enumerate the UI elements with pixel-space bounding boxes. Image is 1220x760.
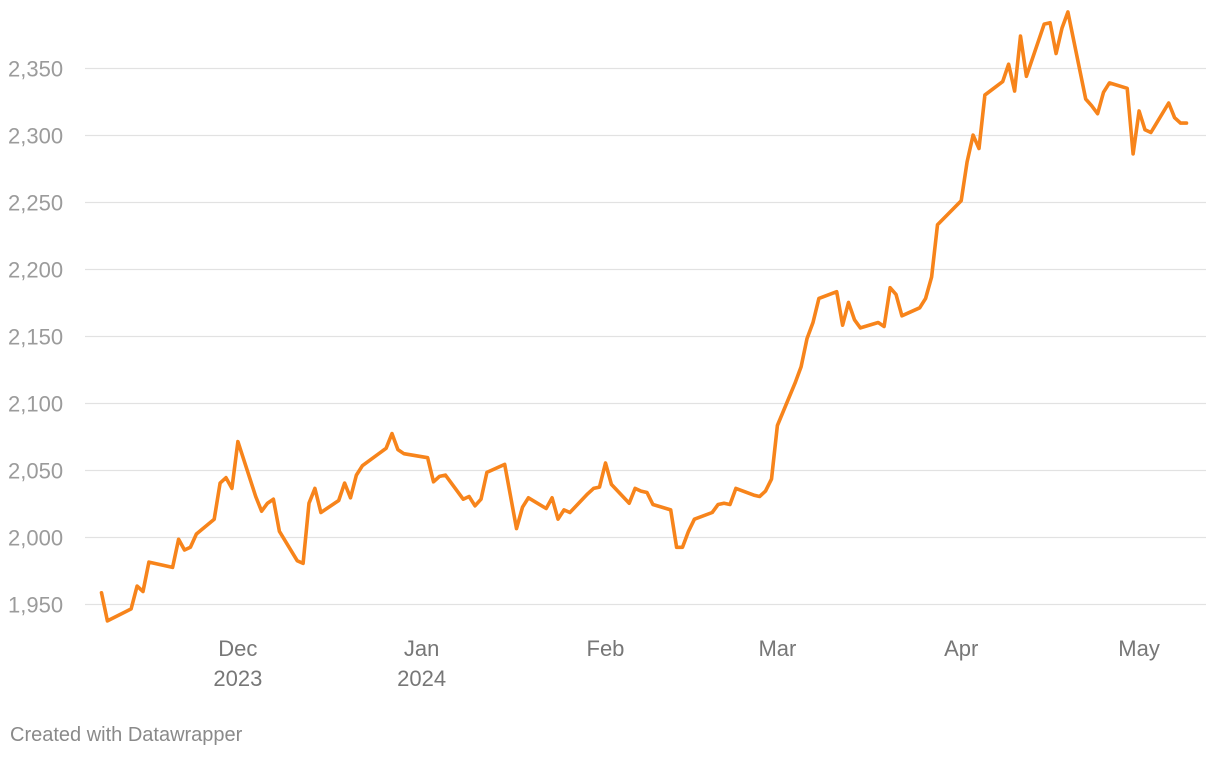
y-tick-label: 2,250: [8, 191, 63, 216]
y-tick-label: 2,100: [8, 392, 63, 417]
y-tick-label: 2,050: [8, 459, 63, 484]
y-tick-label: 2,300: [8, 124, 63, 149]
y-tick-label: 2,200: [8, 258, 63, 283]
x-tick-label: Apr: [944, 636, 978, 661]
x-tick-label: Feb: [587, 636, 625, 661]
series-line: [99, 10, 1189, 623]
y-tick-label: 2,150: [8, 325, 63, 350]
datawrapper-credit: Created with Datawrapper: [10, 724, 243, 746]
x-tick-year-label: 2023: [213, 666, 262, 691]
gridlines: [85, 67, 1206, 606]
y-tick-label: 2,000: [8, 526, 63, 551]
y-tick-label: 2,350: [8, 57, 63, 82]
y-axis-tick-labels: 1,950 2,000 2,050 2,100 2,150 2,200 2,250 2,300…: [8, 57, 63, 618]
x-tick-label: Mar: [758, 636, 796, 661]
x-tick-label: Dec: [218, 636, 257, 661]
x-tick-year-label: 2024: [397, 666, 446, 691]
x-tick-label: May: [1118, 636, 1160, 661]
x-tick-label: Jan: [404, 636, 439, 661]
x-axis-tick-labels: Dec 2023 Jan 2024 Feb Mar Apr May: [213, 636, 1159, 691]
series-layer: [99, 10, 1189, 623]
y-tick-label: 1,950: [8, 593, 63, 618]
